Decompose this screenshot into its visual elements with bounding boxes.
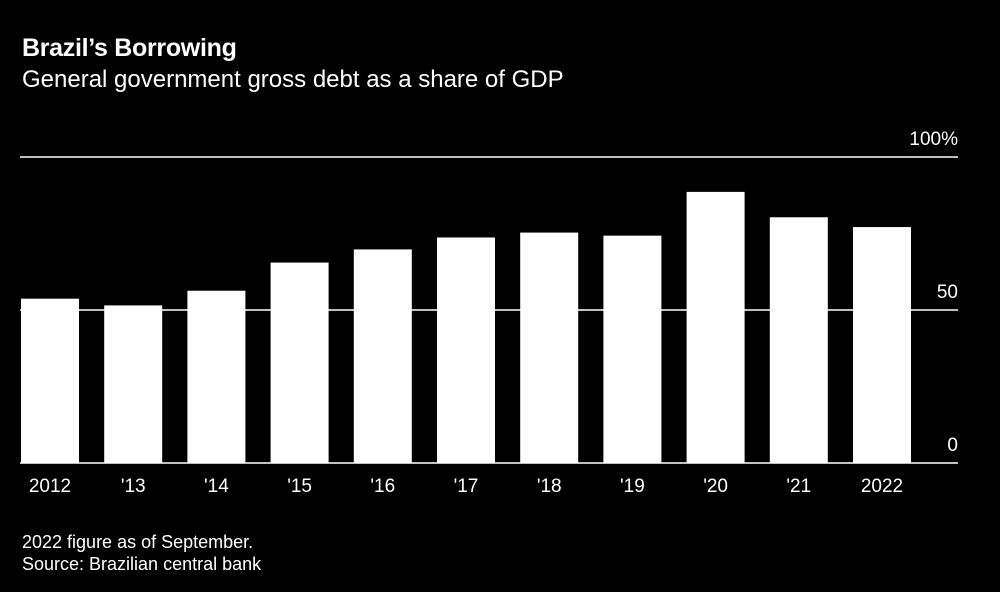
y-tick-label: 0 — [947, 435, 958, 456]
bar — [104, 305, 163, 463]
bar — [686, 191, 745, 463]
x-tick-label: '13 — [121, 476, 146, 497]
bar — [187, 290, 246, 463]
bar — [21, 298, 79, 463]
bar — [603, 235, 662, 463]
footnote-note: 2022 figure as of September. — [22, 532, 254, 552]
bar — [853, 227, 911, 463]
bar — [769, 217, 828, 463]
bar — [353, 249, 412, 463]
chart-subtitle: General government gross debt as a share… — [22, 66, 564, 93]
chart-title: Brazil’s Borrowing — [22, 34, 237, 62]
x-tick-label: '19 — [620, 476, 645, 497]
bar — [270, 262, 329, 463]
x-tick-label: 2012 — [29, 476, 71, 497]
x-tick-label: '20 — [703, 476, 728, 497]
x-tick-label: '14 — [204, 476, 229, 497]
x-tick-label: '17 — [454, 476, 479, 497]
bars — [21, 191, 911, 463]
x-tick-label: '18 — [537, 476, 562, 497]
x-tick-label: 2022 — [861, 476, 903, 497]
y-tick-label: 100% — [909, 129, 958, 150]
footnote: 2022 figure as of September. Source: Bra… — [22, 531, 261, 575]
x-tick-label: '15 — [287, 476, 312, 497]
x-tick-label: '16 — [370, 476, 395, 497]
y-tick-labels: 0 50 100% — [909, 129, 958, 456]
bar — [437, 237, 495, 463]
footnote-source: Source: Brazilian central bank — [22, 554, 262, 574]
bar — [520, 232, 579, 463]
x-tick-label: '21 — [786, 476, 811, 497]
y-tick-label: 50 — [937, 282, 958, 303]
x-tick-labels: 2012 '13 '14 '15 '16 '17 '18 '19 '20 '21 2022 — [29, 476, 903, 497]
